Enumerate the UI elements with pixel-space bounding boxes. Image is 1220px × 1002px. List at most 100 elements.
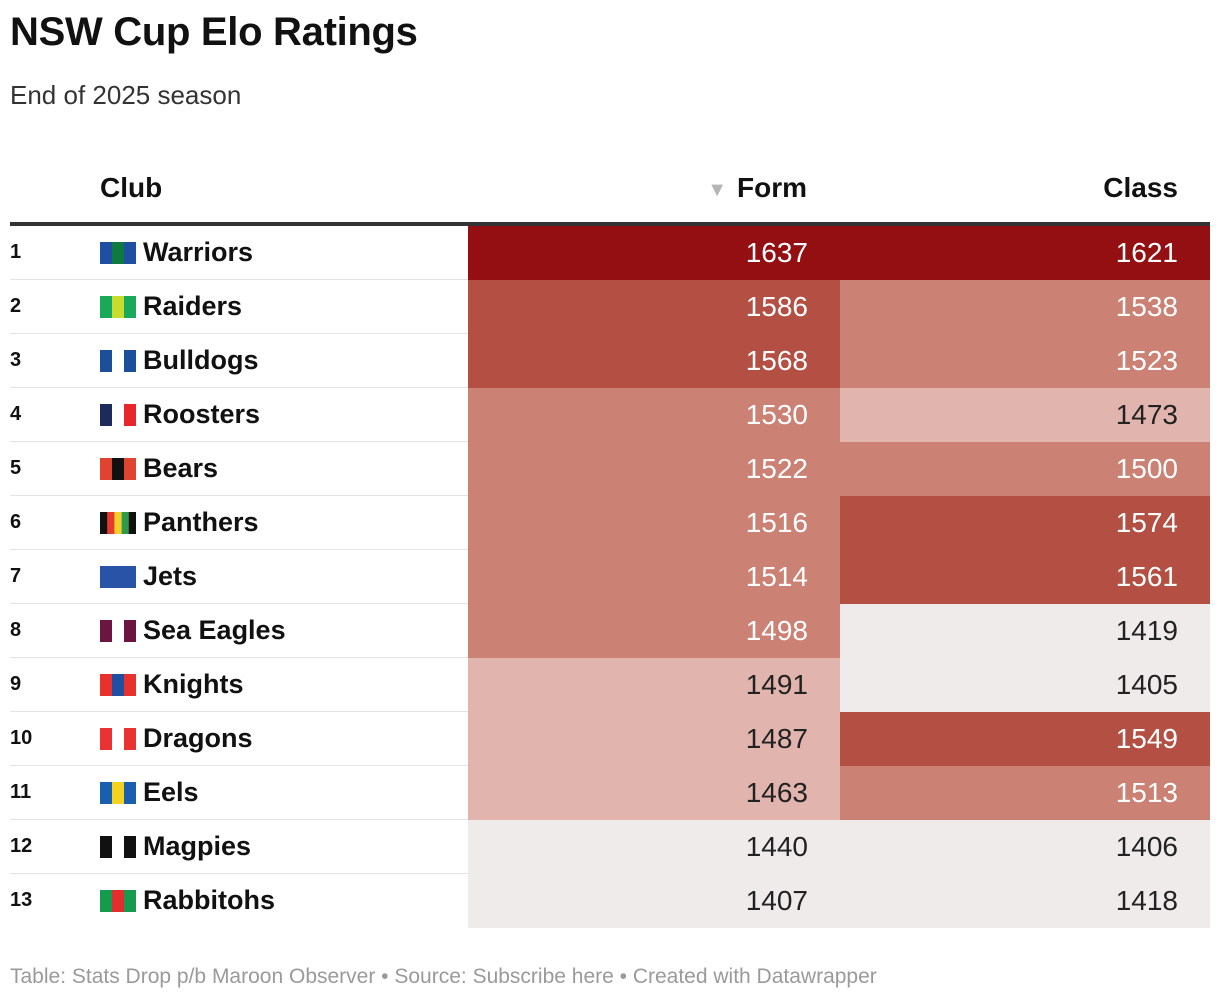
rank-number: 8: [10, 619, 22, 641]
club-name: Dragons: [143, 723, 253, 753]
club-colors-icon: [100, 295, 136, 318]
rank-number: 1: [10, 241, 22, 263]
club-cell: Panthers: [100, 496, 259, 549]
club-color-stripe: [112, 673, 125, 696]
club-cell: Eels: [100, 766, 199, 819]
club-name: Sea Eagles: [143, 615, 286, 645]
column-header-class[interactable]: Class: [1103, 172, 1178, 203]
class-value: 1523: [840, 334, 1210, 388]
rank-number: 2: [10, 295, 22, 317]
club-color-stripe: [124, 673, 136, 696]
table-row: 5 Bears 1522 1500: [10, 442, 1210, 496]
class-value: 1561: [840, 550, 1210, 604]
club-colors-icon: [100, 457, 136, 480]
club-cell: Bulldogs: [100, 334, 259, 387]
club-colors-icon: [100, 727, 136, 750]
club-colors-icon: [100, 241, 136, 264]
class-value: 1473: [840, 388, 1210, 442]
club-colors-icon: [100, 403, 136, 426]
club-colors-icon: [100, 565, 136, 588]
table-row: 6 Panthers 1516 1574: [10, 496, 1210, 550]
chart-title: NSW Cup Elo Ratings: [10, 10, 418, 54]
table-row: 3 Bulldogs 1568 1523: [10, 334, 1210, 388]
club-name: Knights: [143, 669, 244, 699]
class-value: 1574: [840, 496, 1210, 550]
column-header-club[interactable]: Club: [100, 172, 163, 203]
club-color-stripe: [107, 511, 115, 534]
chart-subtitle: End of 2025 season: [10, 80, 242, 110]
club-cell: Rabbitohs: [100, 874, 275, 927]
club-cell: Raiders: [100, 280, 242, 333]
sort-descending-icon[interactable]: ▼: [707, 178, 727, 201]
form-value: 1498: [468, 604, 840, 658]
club-name: Warriors: [143, 237, 254, 267]
club-color-stripe: [124, 349, 136, 372]
form-value: 1568: [468, 334, 840, 388]
club-color-stripe: [112, 565, 125, 588]
club-name: Roosters: [143, 399, 261, 429]
club-name: Panthers: [143, 507, 259, 537]
club-color-stripe: [124, 727, 136, 750]
form-value: 1514: [468, 550, 840, 604]
club-name: Raiders: [143, 291, 243, 321]
club-cell: Jets: [100, 550, 197, 603]
form-value: 1586: [468, 280, 840, 334]
form-value: 1440: [468, 820, 840, 874]
club-name: Eels: [143, 777, 199, 807]
club-color-stripe: [124, 889, 136, 912]
club-cell: Roosters: [100, 388, 260, 441]
form-value: 1530: [468, 388, 840, 442]
rank-number: 5: [10, 457, 22, 479]
club-colors-icon: [100, 511, 136, 534]
rank-number: 10: [10, 727, 33, 749]
club-color-stripe: [124, 565, 136, 588]
column-header-form-label: Form: [737, 172, 807, 203]
form-value: 1516: [468, 496, 840, 550]
club-colors-icon: [100, 781, 136, 804]
club-color-stripe: [128, 511, 136, 534]
club-cell: Dragons: [100, 712, 253, 765]
form-value: 1491: [468, 658, 840, 712]
form-value: 1407: [468, 874, 840, 928]
club-colors-icon: [100, 673, 136, 696]
class-value: 1538: [840, 280, 1210, 334]
rank-number: 4: [10, 403, 22, 425]
club-color-stripe: [124, 619, 136, 642]
class-value: 1405: [840, 658, 1210, 712]
club-color-stripe: [112, 619, 125, 642]
rank-number: 6: [10, 511, 22, 533]
club-color-stripe: [100, 673, 113, 696]
club-color-stripe: [100, 349, 113, 372]
club-colors-icon: [100, 619, 136, 642]
class-value: 1406: [840, 820, 1210, 874]
form-value: 1463: [468, 766, 840, 820]
club-color-stripe: [124, 403, 136, 426]
club-color-stripe: [100, 781, 113, 804]
club-color-stripe: [124, 295, 136, 318]
rank-number: 3: [10, 349, 22, 371]
table-row: 4 Roosters 1530 1473: [10, 388, 1210, 442]
column-header-form[interactable]: ▼ Form: [707, 172, 807, 204]
club-name: Bulldogs: [143, 345, 259, 375]
table-row: 7 Jets 1514 1561: [10, 550, 1210, 604]
club-name: Magpies: [143, 831, 252, 861]
club-cell: Sea Eagles: [100, 604, 286, 657]
class-value: 1513: [840, 766, 1210, 820]
table-row: 12 Magpies 1440 1406: [10, 820, 1210, 874]
table-row: 8 Sea Eagles 1498 1419: [10, 604, 1210, 658]
club-color-stripe: [112, 457, 125, 480]
club-color-stripe: [100, 565, 113, 588]
form-value: 1522: [468, 442, 840, 496]
club-color-stripe: [100, 889, 113, 912]
club-color-stripe: [100, 403, 113, 426]
class-value: 1549: [840, 712, 1210, 766]
club-color-stripe: [112, 781, 125, 804]
rank-number: 7: [10, 565, 22, 587]
club-cell: Warriors: [100, 226, 253, 279]
class-value: 1419: [840, 604, 1210, 658]
club-colors-icon: [100, 889, 136, 912]
table-row: 11 Eels 1463 1513: [10, 766, 1210, 820]
club-cell: Knights: [100, 658, 244, 711]
club-color-stripe: [124, 781, 136, 804]
class-value: 1500: [840, 442, 1210, 496]
